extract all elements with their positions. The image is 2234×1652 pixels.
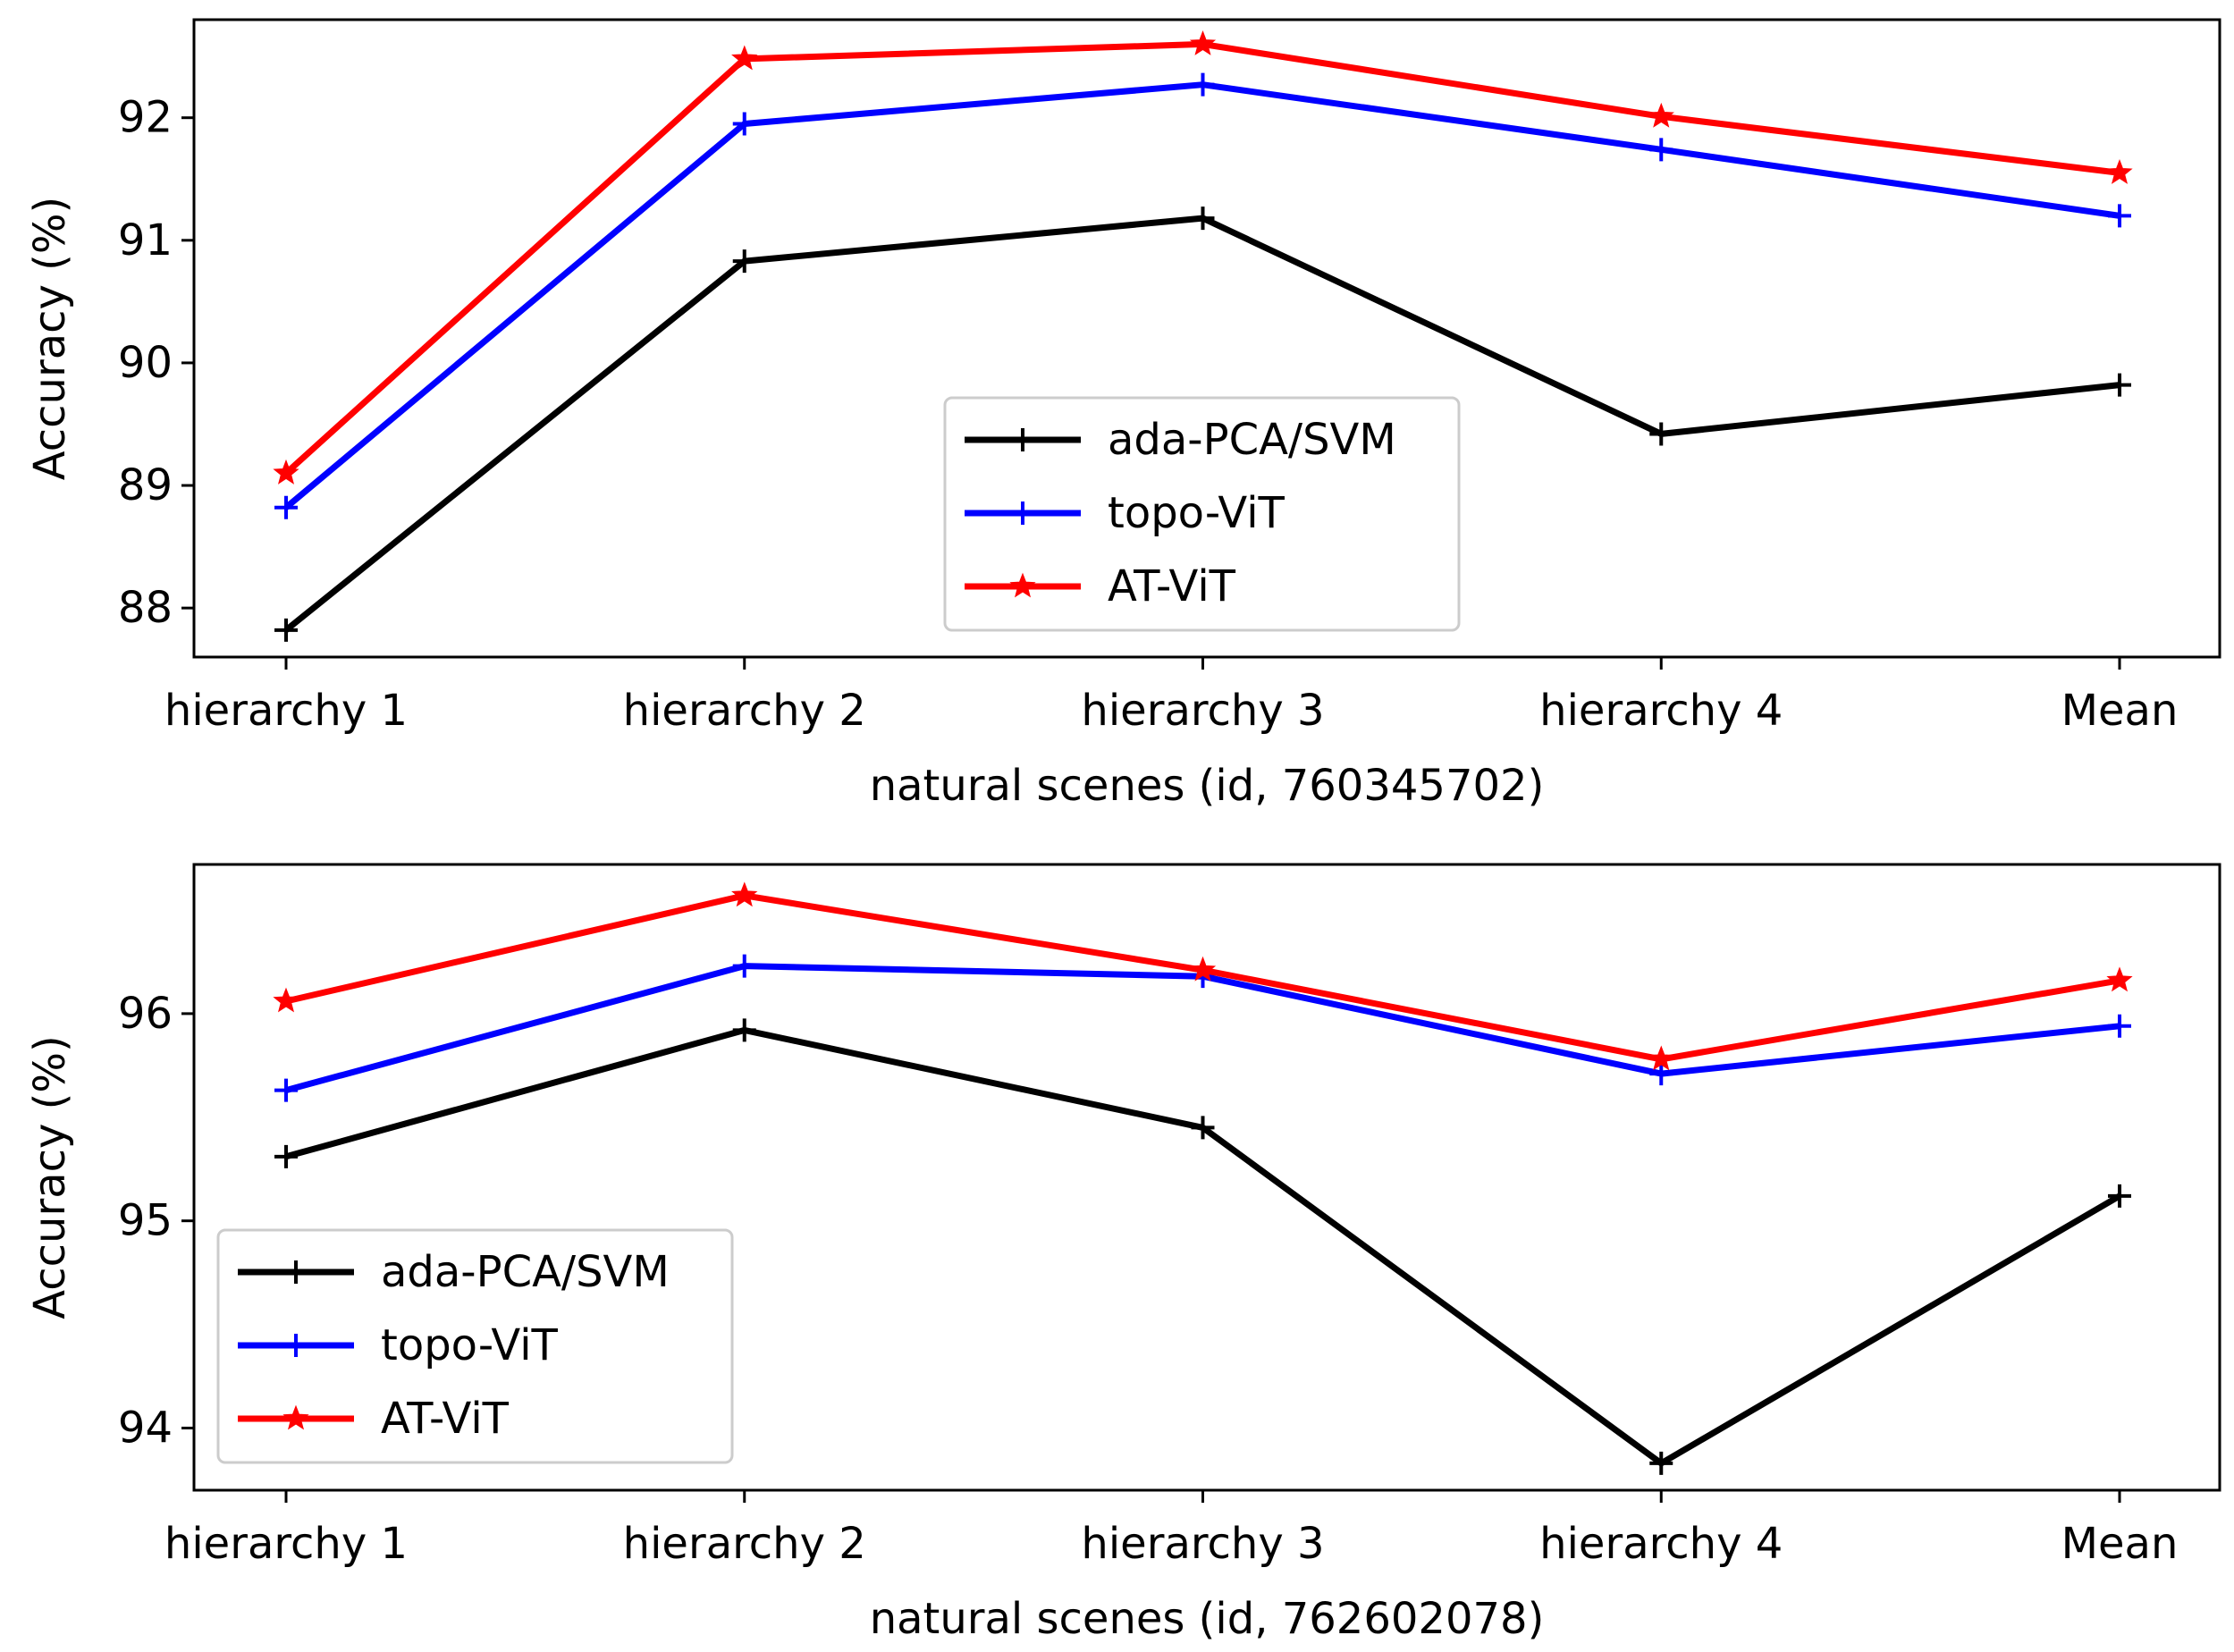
legend-label: AT-ViT: [381, 1394, 510, 1444]
data-point: [1189, 956, 1217, 982]
data-point: [274, 1144, 298, 1168]
data-point: [1649, 138, 1673, 162]
data-point: [273, 459, 299, 485]
y-tick-label: 92: [118, 93, 173, 143]
x-tick-label: hierarchy 2: [623, 686, 866, 736]
plot-frame: [192, 18, 2221, 659]
y-tick-label: 96: [118, 989, 173, 1039]
data-point: [1649, 1062, 1673, 1086]
data-point: [1191, 1116, 1215, 1140]
data-point: [731, 881, 758, 907]
chart-1: 88 89 90 91 92 hierarchy 1 hierarchy 2 hierarch…: [25, 18, 2221, 811]
data-point: [731, 45, 758, 71]
legend: ada-PCA/SVM topo-ViT AT-ViT: [943, 396, 1461, 632]
data-point: [1649, 422, 1673, 446]
legend-label: AT-ViT: [1108, 561, 1236, 611]
y-axis-label: Accuracy (%): [25, 197, 75, 480]
data-point: [2108, 204, 2131, 228]
data-point: [732, 1018, 756, 1042]
data-point: [2106, 966, 2133, 992]
legend-marker: [1011, 502, 1034, 525]
data-point: [1191, 72, 1215, 97]
series-topo-vit: [274, 72, 2131, 519]
data-point: [732, 249, 756, 274]
data-point: [1649, 1451, 1673, 1475]
x-tick-label: hierarchy 3: [1081, 1519, 1324, 1569]
y-tick-label: 90: [118, 338, 173, 388]
data-point: [2108, 1184, 2131, 1208]
legend: ada-PCA/SVM topo-ViT AT-ViT: [216, 1228, 734, 1464]
y-tick-label: 95: [118, 1196, 173, 1246]
data-point: [732, 954, 756, 978]
plot-frame: [192, 863, 2221, 1492]
data-point: [1648, 102, 1674, 128]
legend-label: topo-ViT: [381, 1320, 559, 1370]
x-tick-label: hierarchy 2: [623, 1519, 866, 1569]
legend-marker: [284, 1260, 308, 1284]
series-ada-pca-svm: [274, 206, 2131, 642]
legend-marker: [282, 1404, 309, 1430]
y-tick-label: 88: [118, 583, 173, 633]
x-tick-label: Mean: [2061, 686, 2179, 736]
data-point: [2106, 159, 2133, 184]
series-at-vit: [273, 30, 2133, 485]
x-tick-label: hierarchy 3: [1081, 686, 1324, 736]
data-point: [2108, 1014, 2131, 1038]
data-point: [1189, 30, 1217, 55]
legend-label: topo-ViT: [1108, 488, 1286, 538]
legend-marker: [284, 1334, 308, 1357]
data-point: [274, 495, 298, 519]
data-point: [1648, 1045, 1674, 1071]
x-axis-label: natural scenes (id, 760345702): [870, 761, 1545, 811]
chart-2: 94 95 96 hierarchy 1 hierarchy 2 hierarchy 3 h…: [25, 863, 2221, 1644]
x-tick-label: hierarchy 4: [1539, 686, 1783, 736]
legend-marker: [1009, 572, 1036, 598]
legend-marker: [1011, 428, 1034, 451]
x-tick-label: Mean: [2061, 1519, 2179, 1569]
data-point: [1191, 206, 1215, 231]
x-axis-label: natural scenes (id, 762602078): [870, 1594, 1545, 1644]
data-point: [274, 618, 298, 642]
data-point: [732, 112, 756, 136]
y-tick-label: 89: [118, 460, 173, 510]
y-tick-label: 91: [118, 215, 173, 266]
legend-label: ada-PCA/SVM: [1108, 415, 1396, 465]
y-tick-label: 94: [118, 1403, 173, 1453]
data-point: [2108, 373, 2131, 397]
x-tick-label: hierarchy 1: [164, 1519, 408, 1569]
series-topo-vit: [274, 954, 2131, 1102]
legend-label: ada-PCA/SVM: [381, 1247, 670, 1297]
data-point: [273, 987, 299, 1013]
data-point: [274, 1078, 298, 1102]
x-tick-label: hierarchy 4: [1539, 1519, 1783, 1569]
y-axis-label: Accuracy (%): [25, 1035, 75, 1319]
series-ada-pca-svm: [274, 1018, 2131, 1475]
legend-box: [943, 396, 1461, 632]
series-at-vit: [273, 881, 2133, 1071]
legend-box: [216, 1228, 734, 1464]
x-tick-label: hierarchy 1: [164, 686, 408, 736]
